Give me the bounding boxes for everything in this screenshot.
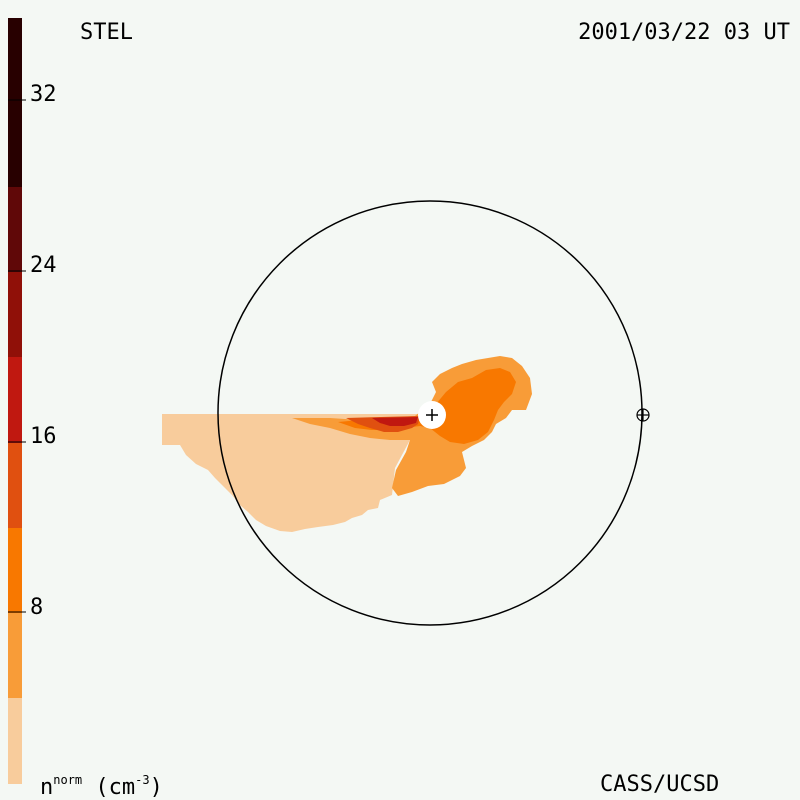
colorbar-band-2 xyxy=(8,613,22,698)
credit-label: CASS/UCSD xyxy=(600,772,720,797)
colorbar-label-24: 24 xyxy=(30,253,57,278)
density-region-light xyxy=(162,416,420,532)
unit-paren: (cm xyxy=(95,775,136,800)
colorbar-band-1 xyxy=(8,698,22,784)
colorbar-label-16: 16 xyxy=(30,424,57,449)
colorbar-band-6 xyxy=(8,272,22,357)
unit-superscript: norm xyxy=(53,773,83,787)
unit-base: n xyxy=(40,775,54,800)
orbit-circle xyxy=(217,200,643,626)
timestamp-label: 2001/03/22 03 UT xyxy=(578,20,790,45)
colorbar-band-3 xyxy=(8,528,22,613)
colorbar xyxy=(8,18,26,784)
colorbar-band-4 xyxy=(8,443,22,528)
sun-marker-icon xyxy=(426,409,438,421)
colorbar-band-7 xyxy=(8,187,22,272)
colorbar-label-8: 8 xyxy=(30,595,44,620)
station-label: STEL xyxy=(80,20,133,45)
colorbar-band-8 xyxy=(8,18,22,187)
colorbar-band-5 xyxy=(8,357,22,443)
unit-close: ) xyxy=(149,775,163,800)
unit-label: nnorm (cm-3) xyxy=(40,774,163,799)
colorbar-label-32: 32 xyxy=(30,82,57,107)
unit-exponent: -3 xyxy=(135,773,150,787)
density-region-core xyxy=(372,417,418,426)
density-field xyxy=(162,356,532,532)
earth-symbol-icon xyxy=(636,408,650,422)
